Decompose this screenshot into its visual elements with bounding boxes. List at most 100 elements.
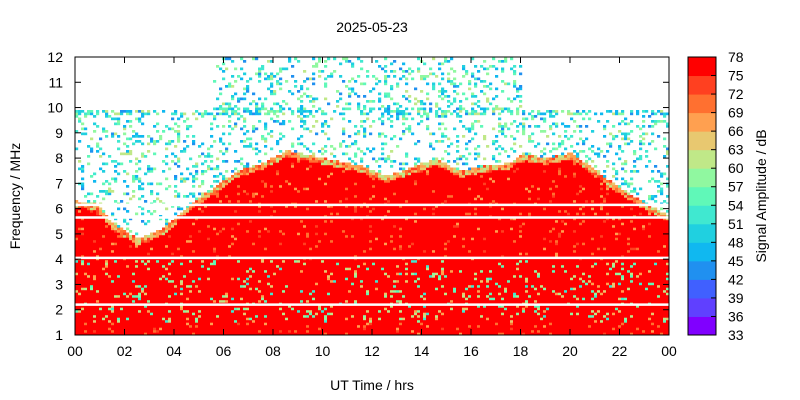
heatmap-cell <box>180 262 184 266</box>
heatmap-cell <box>231 200 235 203</box>
heatmap-cell <box>159 322 163 326</box>
heatmap-cell <box>147 247 151 251</box>
heatmap-cell <box>156 197 160 201</box>
heatmap-cell <box>162 260 166 263</box>
heatmap-cell <box>102 282 106 286</box>
heatmap-cell <box>96 290 100 293</box>
heatmap-cell <box>297 287 301 291</box>
heatmap-cell <box>168 237 172 241</box>
heatmap-cell <box>261 230 265 233</box>
heatmap-cell <box>267 110 271 113</box>
heatmap-cell <box>135 272 139 276</box>
heatmap-cell <box>210 317 214 321</box>
heatmap-cell <box>105 130 109 133</box>
heatmap-cell <box>225 200 229 203</box>
heatmap-cell <box>243 297 247 301</box>
heatmap-cell <box>300 260 304 263</box>
heatmap-cell <box>144 310 148 313</box>
heatmap-cell <box>294 160 298 163</box>
heatmap-cell <box>216 107 220 111</box>
heatmap-cell <box>114 245 118 248</box>
heatmap-cell <box>270 180 274 183</box>
heatmap-cell <box>105 230 109 233</box>
heatmap-cell <box>240 300 244 303</box>
heatmap-cell <box>114 252 118 256</box>
heatmap-cell <box>279 260 283 263</box>
heatmap-cell <box>150 307 154 311</box>
heatmap-cell <box>204 332 208 335</box>
heatmap-cell <box>252 200 256 203</box>
heatmap-cell <box>141 282 145 286</box>
heatmap-cell <box>114 165 118 168</box>
heatmap-cell <box>84 315 88 318</box>
heatmap-cell <box>279 87 283 91</box>
heatmap-cell <box>291 145 295 148</box>
heatmap-cell <box>102 162 106 166</box>
heatmap-cell <box>183 240 187 243</box>
heatmap-cell <box>138 300 142 303</box>
heatmap-cell <box>168 290 172 293</box>
heatmap-cell <box>279 230 283 233</box>
heatmap-cell <box>288 245 292 248</box>
heatmap-cell <box>138 110 142 113</box>
heatmap-cell <box>186 267 190 271</box>
heatmap-cell <box>213 300 217 303</box>
heatmap-cell <box>300 187 304 191</box>
heatmap-cell <box>108 312 112 316</box>
heatmap-cell <box>219 275 223 278</box>
heatmap-cell <box>165 277 169 281</box>
heatmap-cell <box>102 295 106 298</box>
heatmap-cell <box>171 232 175 236</box>
heatmap-cell <box>237 247 241 251</box>
heatmap-cell <box>279 210 283 213</box>
heatmap-cell <box>150 235 154 238</box>
heatmap-cell <box>162 267 166 271</box>
heatmap-cell <box>237 260 241 263</box>
heatmap-cell <box>90 232 94 236</box>
heatmap-cell <box>123 250 127 253</box>
heatmap-cell <box>246 320 250 323</box>
heatmap-cell <box>87 145 91 148</box>
heatmap-cell <box>153 310 157 313</box>
heatmap-cell <box>231 262 235 266</box>
heatmap-cell <box>195 200 199 203</box>
heatmap-cell <box>126 330 130 333</box>
heatmap-cell <box>132 327 136 331</box>
heatmap-cell <box>273 167 277 171</box>
heatmap-cell <box>93 235 97 238</box>
heatmap-cell <box>171 252 175 256</box>
heatmap-cell <box>228 207 232 211</box>
heatmap-cell <box>111 270 115 273</box>
heatmap-cell <box>273 212 277 216</box>
heatmap-cell <box>285 80 289 83</box>
heatmap-cell <box>297 292 301 296</box>
heatmap-cell <box>306 315 310 318</box>
heatmap-cell <box>117 120 121 123</box>
heatmap-cell <box>234 322 238 326</box>
heatmap-cell <box>282 185 286 188</box>
heatmap-cell <box>216 260 220 263</box>
heatmap-cell <box>129 297 133 301</box>
heatmap-cell <box>282 112 286 116</box>
heatmap-cell <box>150 290 154 293</box>
heatmap-cell <box>87 315 91 318</box>
heatmap-cell <box>99 317 103 321</box>
heatmap-cell <box>159 280 163 283</box>
heatmap-cell <box>279 277 283 281</box>
heatmap-cell <box>234 317 238 321</box>
heatmap-cell <box>213 195 217 198</box>
heatmap-cell <box>90 210 94 213</box>
heatmap-cell <box>261 212 265 216</box>
heatmap-cell <box>183 307 187 311</box>
heatmap-cell <box>213 247 217 251</box>
heatmap-cell <box>156 292 160 296</box>
heatmap-cell <box>216 65 220 68</box>
heatmap-cell <box>210 220 214 223</box>
heatmap-cell <box>276 167 280 171</box>
heatmap-cell <box>138 312 142 316</box>
heatmap-cell <box>279 187 283 191</box>
heatmap-cell <box>261 282 265 286</box>
heatmap-cell <box>285 280 289 283</box>
heatmap-cell <box>84 212 88 216</box>
heatmap-cell <box>270 312 274 316</box>
